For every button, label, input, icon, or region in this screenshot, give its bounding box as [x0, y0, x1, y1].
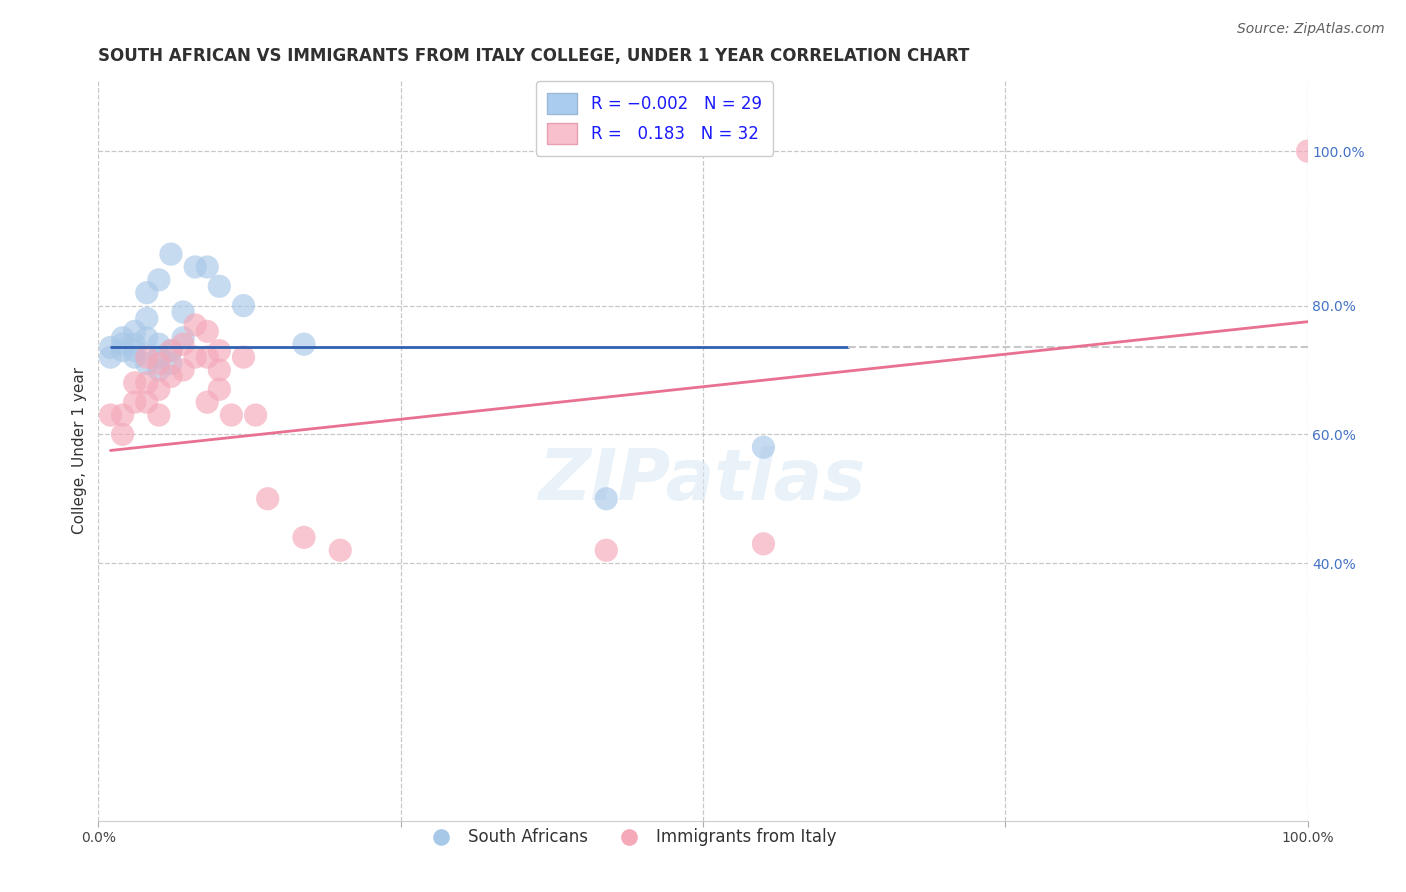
Point [111, 331, 134, 345]
Point [148, 382, 170, 396]
Point [221, 408, 243, 422]
Point [208, 279, 231, 293]
Point [160, 343, 183, 358]
Point [111, 427, 134, 442]
Point [256, 491, 278, 506]
Point [184, 350, 207, 364]
Point [292, 337, 315, 351]
Point [111, 408, 134, 422]
Point [195, 350, 218, 364]
Point [135, 395, 157, 409]
Point [184, 318, 207, 332]
Point [160, 247, 183, 261]
Text: ZIPatlas: ZIPatlas [540, 446, 866, 515]
Point [135, 331, 157, 345]
Point [195, 395, 218, 409]
Point [208, 382, 231, 396]
Point [100, 350, 122, 364]
Point [172, 305, 194, 319]
Point [184, 260, 207, 274]
Point [148, 273, 170, 287]
Point [135, 376, 157, 390]
Point [595, 491, 617, 506]
Point [148, 350, 170, 364]
Point [1296, 144, 1319, 158]
Point [148, 337, 170, 351]
Point [135, 311, 157, 326]
Point [124, 350, 146, 364]
Point [208, 343, 231, 358]
Point [245, 408, 267, 422]
Y-axis label: College, Under 1 year: College, Under 1 year [72, 367, 87, 534]
Point [124, 337, 146, 351]
Point [195, 324, 218, 338]
Point [160, 369, 183, 384]
Legend: South Africans, Immigrants from Italy: South Africans, Immigrants from Italy [418, 822, 844, 853]
Point [232, 350, 254, 364]
Point [111, 337, 134, 351]
Point [124, 324, 146, 338]
Text: Source: ZipAtlas.com: Source: ZipAtlas.com [1237, 22, 1385, 37]
Point [148, 408, 170, 422]
Point [148, 363, 170, 377]
Point [111, 343, 134, 358]
Point [752, 537, 775, 551]
Point [208, 363, 231, 377]
Point [595, 543, 617, 558]
Point [172, 331, 194, 345]
Point [232, 299, 254, 313]
Point [100, 408, 122, 422]
Point [752, 440, 775, 454]
Point [100, 341, 122, 355]
Point [160, 357, 183, 371]
Point [124, 395, 146, 409]
Point [172, 363, 194, 377]
Point [160, 343, 183, 358]
Point [135, 285, 157, 300]
Point [148, 357, 170, 371]
Point [195, 260, 218, 274]
Text: SOUTH AFRICAN VS IMMIGRANTS FROM ITALY COLLEGE, UNDER 1 YEAR CORRELATION CHART: SOUTH AFRICAN VS IMMIGRANTS FROM ITALY C… [98, 47, 970, 65]
Point [124, 376, 146, 390]
Point [329, 543, 352, 558]
Point [135, 357, 157, 371]
Point [135, 350, 157, 364]
Point [172, 337, 194, 351]
Point [124, 343, 146, 358]
Point [292, 530, 315, 544]
